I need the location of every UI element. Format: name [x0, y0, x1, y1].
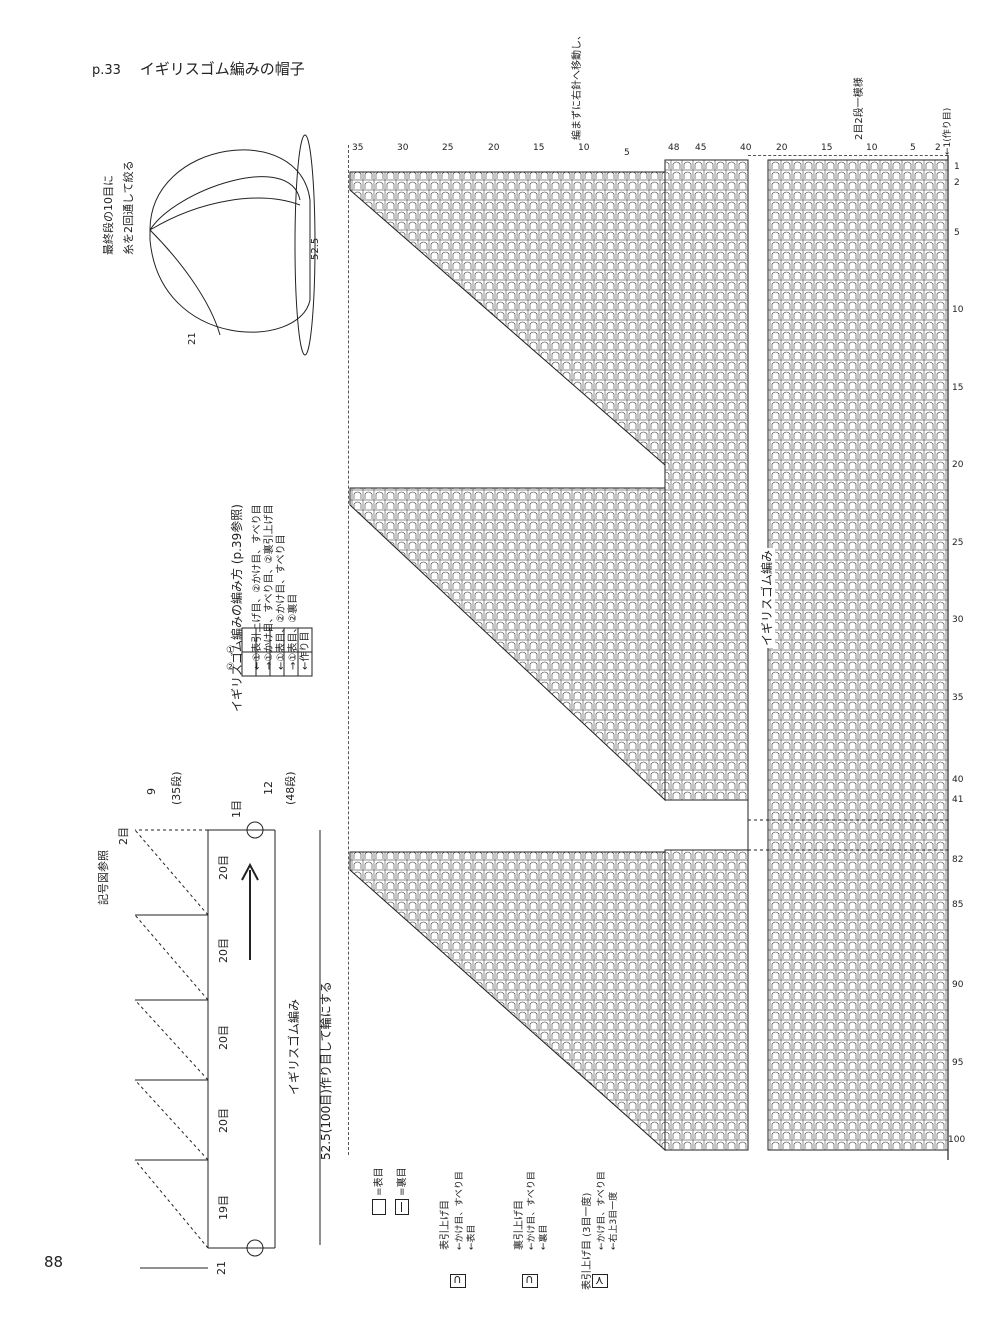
stitch-num-40: 40: [952, 775, 964, 785]
pattern-note: 2目2段一模様: [854, 77, 865, 140]
row-num-45: 45: [695, 143, 707, 153]
knit-symbol-icon: [372, 1199, 386, 1215]
stitch-num-2: 2: [954, 178, 960, 188]
row-num-40: 40: [740, 143, 752, 153]
page-ref: p.33: [92, 63, 121, 78]
stitch-num-15: 15: [952, 383, 964, 393]
stitch-num-20: 20: [952, 460, 964, 470]
method-col-1: ①: [226, 645, 235, 656]
stitch-num-85: 85: [952, 900, 964, 910]
row-num-b2: 2: [935, 143, 941, 153]
chart-border-left: [348, 145, 349, 1155]
page-number: 88: [44, 1253, 64, 1271]
stitch-num-25: 25: [952, 538, 964, 548]
dec3-icon: [592, 1270, 608, 1289]
legend-purl-slip-title: 裏引上げ目: [514, 1200, 525, 1250]
side-note: 編まずに右針へ移動し、: [572, 30, 583, 140]
row-num-b5: 5: [910, 143, 916, 153]
title-text: イギリスゴム編みの帽子: [139, 60, 305, 78]
stitch-num-41: 41: [952, 795, 964, 805]
page-title: p.33 イギリスゴム編みの帽子: [92, 58, 305, 79]
legend-knit-slip-title: 表引上げ目: [440, 1200, 451, 1250]
row-num-25: 25: [442, 143, 454, 153]
stitch-num-35: 35: [952, 693, 964, 703]
row-num-10: 10: [578, 143, 590, 153]
stitch-num-90: 90: [952, 980, 964, 990]
row-num-b15: 15: [821, 143, 833, 153]
row-num-5: 5: [624, 148, 630, 158]
row-num-48: 48: [668, 143, 680, 153]
legend-knit-slip-2: ←表目: [467, 1224, 477, 1250]
purl-symbol-icon: [395, 1199, 409, 1215]
knit-slip-icon: [450, 1270, 466, 1289]
stitch-num-82: 82: [952, 855, 964, 865]
row-num-15: 15: [533, 143, 545, 153]
legend-dec-2: ←右上3目一度: [609, 1191, 619, 1250]
stitch-num-5: 5: [954, 228, 960, 238]
stitch-num-100: 100: [948, 1135, 966, 1145]
chart-label: イギリスゴム編み: [758, 547, 775, 648]
chart-border-top: [748, 155, 948, 156]
row-num-35: 35: [352, 143, 364, 153]
stitch-num-1: 1: [954, 162, 960, 172]
row-num-b20: 20: [776, 143, 788, 153]
cast-on-row-note: ←1(作り目): [943, 107, 953, 155]
row-num-b10: 10: [866, 143, 878, 153]
stitch-num-30: 30: [952, 615, 964, 625]
stitch-num-10: 10: [952, 305, 964, 315]
method-col-2: ②: [226, 662, 235, 673]
row-num-30: 30: [397, 143, 409, 153]
legend-dec-title: 表引上げ目 (3目一度): [582, 1192, 593, 1290]
purl-slip-icon: [522, 1270, 538, 1289]
legend-purl-slip-2: ←裏目: [539, 1224, 549, 1250]
stitch-num-95: 95: [952, 1058, 964, 1068]
row-num-20: 20: [488, 143, 500, 153]
